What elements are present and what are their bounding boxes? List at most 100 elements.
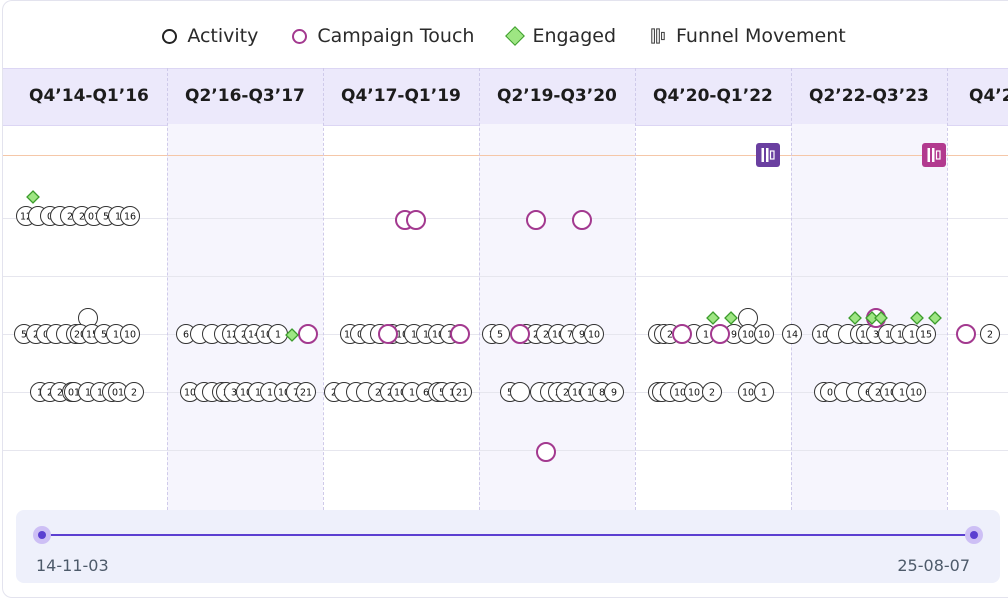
activity-marker[interactable]: 21: [296, 382, 316, 402]
svg-text:10: 10: [184, 388, 196, 399]
engaged-marker[interactable]: [910, 311, 924, 325]
column-header-q4-23-q3-25[interactable]: Q4’23-Q3’25: [969, 86, 1008, 106]
svg-text:1: 1: [37, 388, 43, 399]
engaged-marker[interactable]: [724, 311, 738, 325]
funnel-movement-marker[interactable]: [756, 143, 780, 167]
campaign-touch-marker[interactable]: [672, 324, 692, 344]
legend: Activity Campaign Touch Engaged Funnel M…: [0, 18, 1008, 54]
campaign-touch-marker[interactable]: [526, 210, 546, 230]
column-header-q4-20-q1-22[interactable]: Q4’20-Q1’22: [653, 86, 773, 106]
svg-text:10: 10: [260, 330, 272, 341]
svg-text:10: 10: [552, 330, 564, 341]
activity-marker[interactable]: 21: [452, 382, 472, 402]
activity-marker[interactable]: 10: [684, 382, 704, 402]
column-header-q2-19-q3-20[interactable]: Q2’19-Q3’20: [497, 86, 617, 106]
activity-marker[interactable]: 10: [906, 382, 926, 402]
legend-item-engaged[interactable]: Engaged: [505, 25, 616, 47]
engaged-marker[interactable]: [865, 311, 879, 325]
campaign-touch-marker[interactable]: [450, 324, 470, 344]
svg-text:10: 10: [742, 388, 754, 399]
activity-marker[interactable]: 5: [490, 324, 510, 344]
svg-text:2: 2: [543, 330, 549, 341]
svg-text:12: 12: [344, 330, 356, 341]
activity-marker[interactable]: 9: [604, 382, 624, 402]
campaign-touch-marker[interactable]: [710, 324, 730, 344]
svg-text:9: 9: [731, 330, 737, 341]
svg-text:21: 21: [300, 388, 312, 399]
range-track[interactable]: [42, 534, 974, 536]
svg-text:2: 2: [79, 212, 85, 223]
activity-marker[interactable]: 14: [782, 324, 802, 344]
legend-label-funnel-movement: Funnel Movement: [676, 25, 846, 47]
range-end-handle[interactable]: [965, 526, 983, 544]
activity-marker[interactable]: 2: [980, 324, 1000, 344]
svg-text:1: 1: [909, 330, 915, 341]
svg-text:2: 2: [47, 388, 53, 399]
campaign-touch-marker[interactable]: [378, 324, 398, 344]
engaged-marker[interactable]: [285, 328, 299, 342]
svg-text:2: 2: [131, 388, 137, 399]
engaged-marker[interactable]: [26, 190, 40, 204]
svg-text:15: 15: [86, 330, 98, 341]
activity-marker[interactable]: 10: [584, 324, 604, 344]
activity-marker[interactable]: 10: [120, 324, 140, 344]
svg-text:20: 20: [74, 330, 86, 341]
svg-text:5: 5: [103, 212, 109, 223]
svg-text:2: 2: [331, 388, 337, 399]
engaged-marker[interactable]: [874, 311, 888, 325]
column-header-q2-22-q3-23[interactable]: Q2’22-Q3’23: [809, 86, 929, 106]
campaign-touch-marker[interactable]: [510, 324, 530, 344]
svg-text:1: 1: [97, 388, 103, 399]
svg-text:10: 10: [394, 388, 406, 399]
svg-text:1: 1: [899, 388, 905, 399]
activity-marker[interactable]: 1: [754, 382, 774, 402]
column-divider: [479, 68, 480, 510]
engaged-marker[interactable]: [848, 311, 862, 325]
column-shade-q2-19: [479, 124, 635, 510]
activity-marker[interactable]: 2: [702, 382, 722, 402]
column-header-q4-14-q1-16[interactable]: Q4’14-Q1’16: [29, 86, 149, 106]
svg-text:01: 01: [112, 388, 124, 399]
svg-text:21: 21: [456, 388, 468, 399]
svg-text:10: 10: [884, 388, 896, 399]
svg-text:14: 14: [248, 330, 260, 341]
column-header-q2-16-q3-17[interactable]: Q2’16-Q3’17: [185, 86, 305, 106]
svg-text:10: 10: [688, 388, 700, 399]
activity-marker[interactable]: 10: [670, 382, 690, 402]
svg-text:5: 5: [21, 330, 27, 341]
campaign-touch-marker[interactable]: [572, 210, 592, 230]
column-divider: [323, 68, 324, 510]
campaign-touch-marker[interactable]: [406, 210, 426, 230]
activity-marker[interactable]: 16: [120, 206, 140, 226]
legend-item-activity[interactable]: Activity: [162, 25, 258, 47]
svg-text:10: 10: [588, 330, 600, 341]
lane-line: [2, 276, 1008, 277]
svg-text:01: 01: [68, 388, 80, 399]
svg-text:7: 7: [293, 388, 299, 399]
campaign-touch-marker[interactable]: [956, 324, 976, 344]
svg-text:5: 5: [101, 330, 107, 341]
legend-item-campaign-touch[interactable]: Campaign Touch: [292, 25, 474, 47]
engaged-marker[interactable]: [928, 311, 942, 325]
campaign-touch-marker[interactable]: [298, 324, 318, 344]
activity-marker[interactable]: 10: [738, 382, 758, 402]
activity-marker[interactable]: 2: [124, 382, 144, 402]
activity-marker[interactable]: 1: [268, 324, 288, 344]
activity-marker[interactable]: 15: [916, 324, 936, 344]
activity-marker[interactable]: 10: [754, 324, 774, 344]
svg-text:1: 1: [115, 212, 121, 223]
campaign-touch-marker[interactable]: [536, 442, 556, 462]
svg-text:2: 2: [987, 330, 993, 341]
funnel-bars-icon: [651, 28, 665, 44]
range-start-handle[interactable]: [33, 526, 51, 544]
activity-marker[interactable]: 1: [696, 324, 716, 344]
legend-item-funnel-movement[interactable]: Funnel Movement: [650, 25, 846, 47]
activity-marker[interactable]: [510, 382, 530, 402]
svg-text:2: 2: [57, 388, 63, 399]
svg-text:1: 1: [255, 388, 261, 399]
funnel-movement-marker[interactable]: [922, 143, 946, 167]
engaged-marker[interactable]: [706, 311, 720, 325]
svg-text:10: 10: [278, 388, 290, 399]
column-header-q4-17-q1-19[interactable]: Q4’17-Q1’19: [341, 86, 461, 106]
